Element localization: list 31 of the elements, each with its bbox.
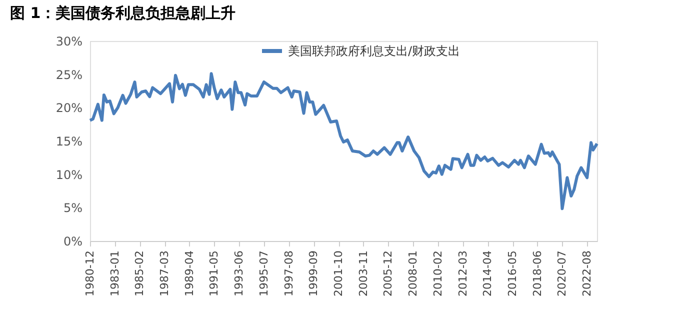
line-series xyxy=(88,72,598,210)
x-tick-label: 2014-04 xyxy=(481,250,494,296)
x-tick-label: 2005-12 xyxy=(382,250,395,296)
y-tick-label: 0% xyxy=(63,234,82,248)
x-tick-label: 2010-02 xyxy=(431,250,444,296)
x-tick-label: 1989-04 xyxy=(182,250,196,296)
x-tick-label: 1991-05 xyxy=(208,250,221,296)
x-tick-label: 2008-01 xyxy=(406,250,420,296)
chart-title: 图 1：美国债务利息负担急剧上升 xyxy=(10,4,236,22)
x-tick-label: 1993-06 xyxy=(232,250,246,296)
x-tick-label: 2022-08 xyxy=(580,250,594,296)
y-tick-label: 10% xyxy=(56,168,82,182)
x-tick-label: 2018-06 xyxy=(530,250,544,296)
x-tick-label: 2001-10 xyxy=(332,250,346,296)
x-tick-label: 2003-11 xyxy=(356,250,370,296)
x-tick-label: 1980-12 xyxy=(84,250,96,296)
x-tick-label: 1983-01 xyxy=(108,250,122,296)
x-tick-label: 1995-07 xyxy=(257,250,270,296)
x-tick-label: 1999-09 xyxy=(307,250,320,296)
x-tick-label: 2020-07 xyxy=(556,250,569,296)
y-tick-label: 30% xyxy=(56,34,82,48)
x-tick-label: 1987-03 xyxy=(158,250,172,296)
y-tick-label: 15% xyxy=(56,134,82,148)
y-tick-label: 5% xyxy=(63,201,82,216)
x-tick-label: 1997-08 xyxy=(282,250,296,296)
legend-label: 美国联邦政府利息支出/财政支出 xyxy=(288,44,460,58)
x-tick-label: 1985-02 xyxy=(133,250,146,296)
x-tick-label: 2016-05 xyxy=(506,250,519,296)
y-tick-label: 20% xyxy=(56,101,82,116)
x-tick-label: 2012-03 xyxy=(456,250,470,296)
y-tick-label: 25% xyxy=(56,68,82,82)
